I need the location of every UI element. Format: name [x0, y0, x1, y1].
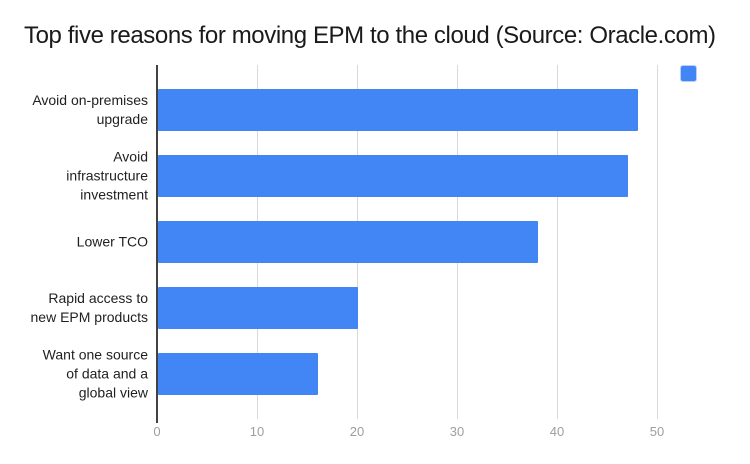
bar-0 — [158, 89, 638, 131]
category-label-1: Avoid infrastructure investment — [66, 148, 148, 203]
x-tick-label-50: 50 — [649, 424, 665, 439]
legend-series-swatch-icon — [681, 66, 696, 81]
category-label-0: Avoid on-premises upgrade — [32, 92, 148, 127]
x-tick-label-30: 30 — [449, 424, 465, 439]
legend — [681, 66, 696, 81]
bar-3 — [158, 287, 358, 329]
category-label-2: Lower TCO — [76, 233, 148, 250]
category-label-3: Rapid access to new EPM products — [30, 290, 149, 325]
chart-title: Top five reasons for moving EPM to the c… — [24, 22, 716, 49]
bar-2 — [158, 221, 538, 263]
x-tick-label-0: 0 — [153, 424, 161, 439]
bar-1 — [158, 155, 628, 197]
x-tick-label-20: 20 — [349, 424, 365, 439]
gridline-x-40 — [557, 65, 558, 419]
y-axis-line — [156, 65, 158, 423]
x-tick-label-10: 10 — [249, 424, 265, 439]
x-tick-label-40: 40 — [549, 424, 565, 439]
gridline-x-50 — [657, 65, 658, 419]
bar-4 — [158, 353, 318, 395]
category-label-4: Want one source of data and a global vie… — [42, 346, 148, 401]
